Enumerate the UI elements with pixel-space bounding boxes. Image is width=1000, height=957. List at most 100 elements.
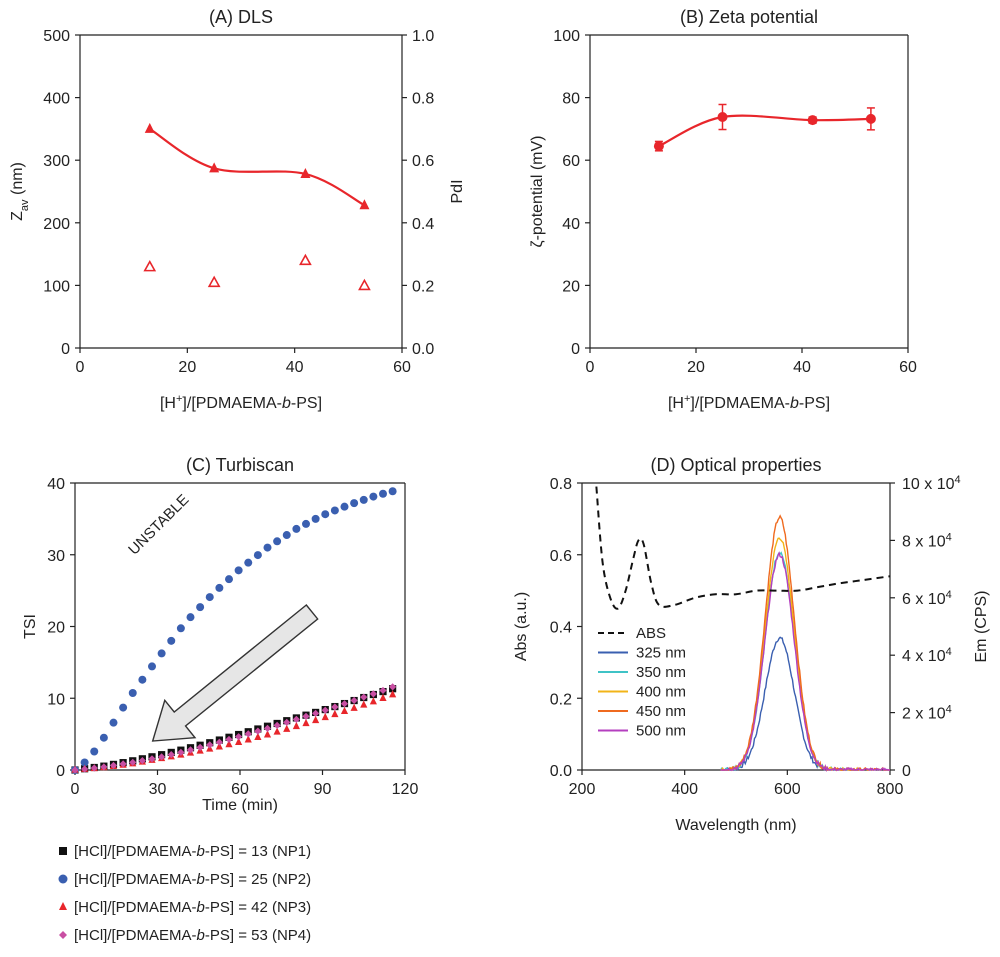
y2-axis-label: Em (CPS): [973, 591, 990, 663]
x-tick-label: 200: [569, 781, 596, 798]
x-axis-label: Time (min): [202, 797, 278, 814]
np4-point: [119, 760, 127, 768]
np4-point: [138, 756, 146, 765]
np4-point: [302, 712, 310, 720]
np2-point: [109, 718, 118, 727]
np2-point: [273, 537, 282, 546]
np2-point: [205, 593, 214, 602]
np4-point: [129, 758, 137, 766]
np3-point: [379, 693, 387, 701]
legend-label: [HCl]/[PDMAEMA-b-PS] = 42 (NP3): [74, 899, 311, 916]
zav-point: [359, 199, 370, 210]
legend-label: 400 nm: [636, 684, 686, 701]
legend-label: 325 nm: [636, 645, 686, 662]
np2-point: [186, 613, 195, 622]
unstable-annotation: UNSTABLE: [125, 491, 192, 558]
series-line: [658, 114, 871, 148]
np4-point: [273, 721, 281, 729]
legend-marker: [59, 902, 67, 910]
legend-label: [HCl]/[PDMAEMA-b-PS] = 53 (NP4): [74, 927, 311, 944]
np4-point: [263, 724, 272, 732]
legend-label: 500 nm: [636, 723, 686, 740]
y-axis-label: Abs (a.u.): [513, 592, 530, 661]
legend-marker: [59, 847, 67, 855]
y-tick-label: 0: [571, 341, 580, 358]
legend-label: [HCl]/[PDMAEMA-b-PS] = 25 (NP2): [74, 871, 311, 888]
x-tick-label: 120: [392, 781, 419, 798]
y-tick-label: 0: [61, 341, 70, 358]
np3-point: [350, 703, 358, 711]
y-tick-label: 40: [562, 216, 580, 233]
y2-axis-label: PdI: [449, 179, 466, 203]
np4-point: [350, 696, 358, 705]
x-axis-label: [H+]/[PDMAEMA-b-PS]: [668, 393, 830, 412]
zav-point: [300, 167, 311, 178]
y2-tick-label: 8 x 104: [902, 531, 952, 550]
pdi-point: [358, 278, 371, 291]
zeta-point: [653, 141, 664, 152]
np4-point: [215, 738, 223, 746]
np4-point: [186, 746, 195, 754]
np2-point: [253, 551, 262, 560]
np4-point: [360, 693, 368, 701]
y2-tick-label: 1.0: [412, 28, 434, 45]
pdi-point: [207, 275, 221, 288]
x-tick-label: 20: [178, 359, 196, 376]
x-tick-label: 0: [71, 781, 80, 798]
np4-point: [244, 730, 252, 738]
y2-tick-label: 6 x 104: [902, 589, 952, 608]
y2-tick-label: 2 x 104: [902, 704, 952, 723]
y-tick-label: 0: [56, 763, 65, 780]
np2-point: [215, 583, 224, 592]
x-axis-label: [H+]/[PDMAEMA-b-PS]: [160, 393, 322, 412]
np2-point: [379, 489, 387, 498]
np4-point: [90, 764, 98, 772]
chart-title: (A) DLS: [209, 7, 273, 27]
y-axis-label: TSI: [22, 614, 39, 639]
y-tick-label: 300: [43, 153, 70, 170]
y-axis-label: ζ-potential (mV): [529, 136, 546, 248]
y-tick-label: 100: [553, 28, 580, 45]
np2-point: [90, 747, 99, 756]
np4-point: [100, 763, 108, 771]
np2-point: [321, 510, 330, 519]
y-tick-label: 10: [47, 691, 65, 708]
y-tick-label: 0.2: [550, 691, 572, 708]
panel-D: (D) Optical properties 200 400 600 800 0.0 0.2…: [513, 455, 990, 834]
y-tick-label: 20: [562, 278, 580, 295]
y2-tick-label: 0.6: [412, 153, 434, 170]
np4-point: [312, 709, 320, 717]
x-axis-label: Wavelength (nm): [675, 817, 796, 834]
np2-point: [302, 519, 310, 528]
np4-point: [283, 718, 291, 726]
np2-point: [128, 689, 137, 698]
np2-point: [119, 703, 128, 712]
np3-point: [292, 721, 300, 730]
np4-point: [148, 755, 156, 763]
y-tick-label: 0.6: [550, 548, 572, 565]
np2-point: [282, 531, 291, 540]
legend-marker: [59, 931, 67, 939]
np3-point: [273, 727, 281, 735]
legend-marker: [58, 874, 68, 884]
np2-point: [225, 575, 233, 584]
np3-point: [254, 732, 262, 740]
y2-tick-label: 0: [902, 763, 911, 780]
x-tick-label: 800: [877, 781, 904, 798]
legend-label-abs: ABS: [636, 625, 666, 642]
np3-point: [244, 735, 252, 743]
legend-label: 350 nm: [636, 664, 686, 681]
unstable-arrow: [151, 604, 319, 742]
pdi-point: [299, 253, 312, 266]
x-tick-label: 30: [149, 781, 167, 798]
np2-point: [388, 487, 397, 496]
np2-point: [311, 514, 320, 523]
np2-point: [167, 636, 176, 645]
np2-point: [80, 758, 89, 767]
np2-point: [340, 502, 349, 511]
np4-point: [235, 733, 243, 741]
x-tick-label: 0: [586, 359, 595, 376]
y-tick-label: 60: [562, 153, 580, 170]
x-tick-label: 90: [314, 781, 332, 798]
